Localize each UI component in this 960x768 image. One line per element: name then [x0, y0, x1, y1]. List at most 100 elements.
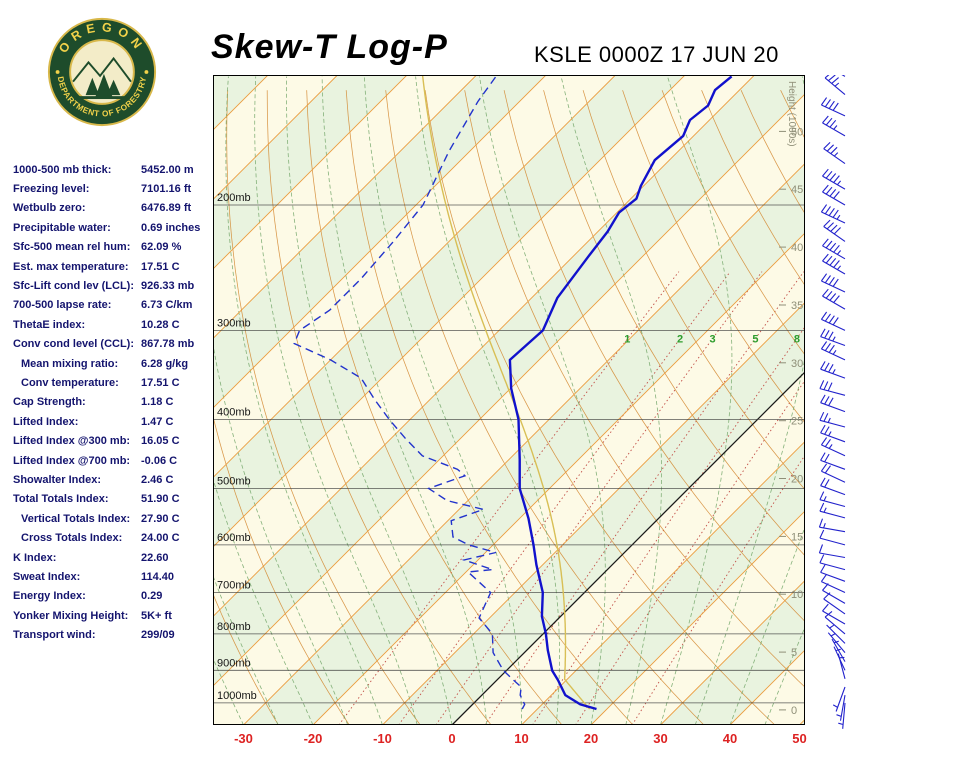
wind-barb — [818, 544, 846, 559]
wind-barb — [820, 437, 846, 457]
index-value: 0.29 — [141, 590, 163, 603]
pressure-label: 300mb — [217, 317, 251, 329]
index-value: 16.05 C — [141, 435, 180, 448]
height-label: 35 — [791, 300, 803, 312]
mixing-ratio-label: 2 — [677, 334, 683, 346]
wind-barb — [822, 115, 846, 137]
index-row: Yonker Mixing Height: 5K+ ft — [13, 606, 219, 625]
index-label: Cap Strength: — [13, 396, 86, 409]
wind-barb — [820, 564, 846, 582]
index-label: Conv cond level (CCL): — [13, 338, 135, 351]
height-label: 20 — [791, 474, 803, 486]
index-value: 10.28 C — [141, 318, 180, 331]
index-row: Conv cond level (CCL): 867.78 mb — [13, 335, 219, 354]
index-row: Energy Index: 0.29 — [13, 587, 219, 606]
wind-barb — [820, 328, 846, 347]
pressure-label: 400mb — [217, 406, 251, 418]
index-value: 1.47 C — [141, 415, 174, 428]
index-value: 6.28 g/kg — [141, 357, 189, 370]
index-row: Sfc-Lift cond lev (LCL): 926.33 mb — [13, 276, 219, 295]
temp-axis-label: -30 — [234, 731, 253, 746]
temp-axis-label: 20 — [583, 731, 599, 746]
dewpoint-trace — [293, 75, 526, 710]
wind-barb — [820, 204, 846, 224]
index-row: Sweat Index: 114.40 — [13, 567, 219, 586]
wind-barb — [819, 411, 846, 428]
index-row: Transport wind: 299/09 — [13, 625, 219, 644]
temp-axis-label: -10 — [373, 731, 392, 746]
mountains-icon — [72, 56, 132, 83]
wind-barb — [838, 702, 846, 729]
index-value: 17.51 C — [141, 376, 180, 389]
index-label: Vertical Totals Index: — [21, 512, 131, 525]
index-label: Lifted Index @300 mb: — [13, 435, 131, 448]
index-value: 6.73 C/km — [141, 299, 193, 312]
skewt-chart: 200mb 300mb 400mb 500mb 600mb 700mb 800mb 900mb… — [213, 75, 805, 725]
height-axis-title: Height (1000s) — [786, 81, 797, 147]
index-row: Lifted Index: 1.47 C — [13, 412, 219, 431]
index-row: Wetbulb zero: 6476.89 ft — [13, 199, 219, 218]
index-row: K Index: 22.60 — [13, 548, 219, 567]
wind-barb — [827, 632, 846, 653]
temp-axis-label: 30 — [653, 731, 668, 746]
wind-barb — [822, 238, 846, 260]
index-row: Lifted Index @300 mb: 16.05 C — [13, 431, 219, 450]
index-row: Showalter Index: 2.46 C — [13, 470, 219, 489]
index-label: Showalter Index: — [13, 473, 102, 486]
index-label: 700-500 lapse rate: — [13, 299, 112, 312]
index-label: Wetbulb zero: — [13, 202, 86, 215]
index-row: 1000-500 mb thick: 5452.00 m — [13, 160, 219, 179]
wind-barb — [822, 184, 846, 206]
index-row: Cap Strength: 1.18 C — [13, 393, 219, 412]
index-label: Sfc-500 mean rel hum: — [13, 241, 131, 254]
index-label: Sweat Index: — [13, 570, 81, 583]
height-label: 25 — [791, 416, 803, 428]
height-label: 0 — [791, 705, 797, 717]
wind-barb — [822, 168, 846, 190]
index-row: Sfc-500 mean rel hum: 62.09 % — [13, 238, 219, 257]
wind-barb — [823, 219, 846, 242]
wind-barb — [823, 142, 846, 165]
index-row: Cross Totals Index: 24.00 C — [13, 528, 219, 547]
index-row: Precipitable water: 0.69 inches — [13, 218, 219, 237]
index-label: 1000-500 mb thick: — [13, 163, 112, 176]
temp-axis-label: 50 — [792, 731, 807, 746]
index-value: 5452.00 m — [141, 163, 194, 176]
wind-barb — [819, 529, 846, 546]
index-value: 114.40 — [141, 570, 175, 583]
chart-border — [213, 75, 805, 725]
temperature-axis: -30 -20 -10 0 10 20 30 40 50 — [0, 731, 960, 753]
index-value: 24.00 C — [141, 532, 180, 545]
index-row: Conv temperature: 17.51 C — [13, 373, 219, 392]
pressure-label: 800mb — [217, 621, 251, 633]
mixing-ratio-label: 8 — [794, 334, 800, 346]
wind-barb — [820, 341, 846, 361]
index-row: 700-500 lapse rate: 6.73 C/km — [13, 296, 219, 315]
parcel-trace — [421, 75, 591, 710]
wind-barb — [822, 288, 846, 310]
wind-barb — [820, 452, 846, 470]
temp-axis-label: 40 — [722, 731, 738, 746]
index-label: Mean mixing ratio: — [21, 357, 119, 370]
wind-barb — [820, 361, 846, 379]
index-value: 5K+ ft — [141, 609, 172, 622]
temp-axis-label: -20 — [303, 731, 323, 746]
ground-line — [77, 96, 125, 100]
height-label: 40 — [791, 242, 803, 254]
wind-barb — [819, 502, 846, 519]
index-value: 299/09 — [141, 629, 175, 642]
index-label: Total Totals Index: — [13, 493, 109, 506]
index-label: Precipitable water: — [13, 221, 111, 234]
index-value: 867.78 mb — [141, 338, 195, 351]
wind-barb — [824, 75, 846, 96]
wind-barb — [822, 583, 846, 604]
pressure-label: 500mb — [217, 475, 251, 487]
odf-logo: OREGON DEPARTMENT OF FORESTRY — [46, 12, 158, 132]
index-label: Transport wind: — [13, 629, 96, 642]
wind-barb — [820, 97, 846, 117]
index-label: Sfc-Lift cond lev (LCL): — [13, 280, 134, 293]
index-row: Freezing level: 7101.16 ft — [13, 179, 219, 198]
wind-barb — [820, 477, 846, 496]
wind-barb — [819, 554, 846, 571]
pressure-label: 1000mb — [217, 690, 257, 702]
